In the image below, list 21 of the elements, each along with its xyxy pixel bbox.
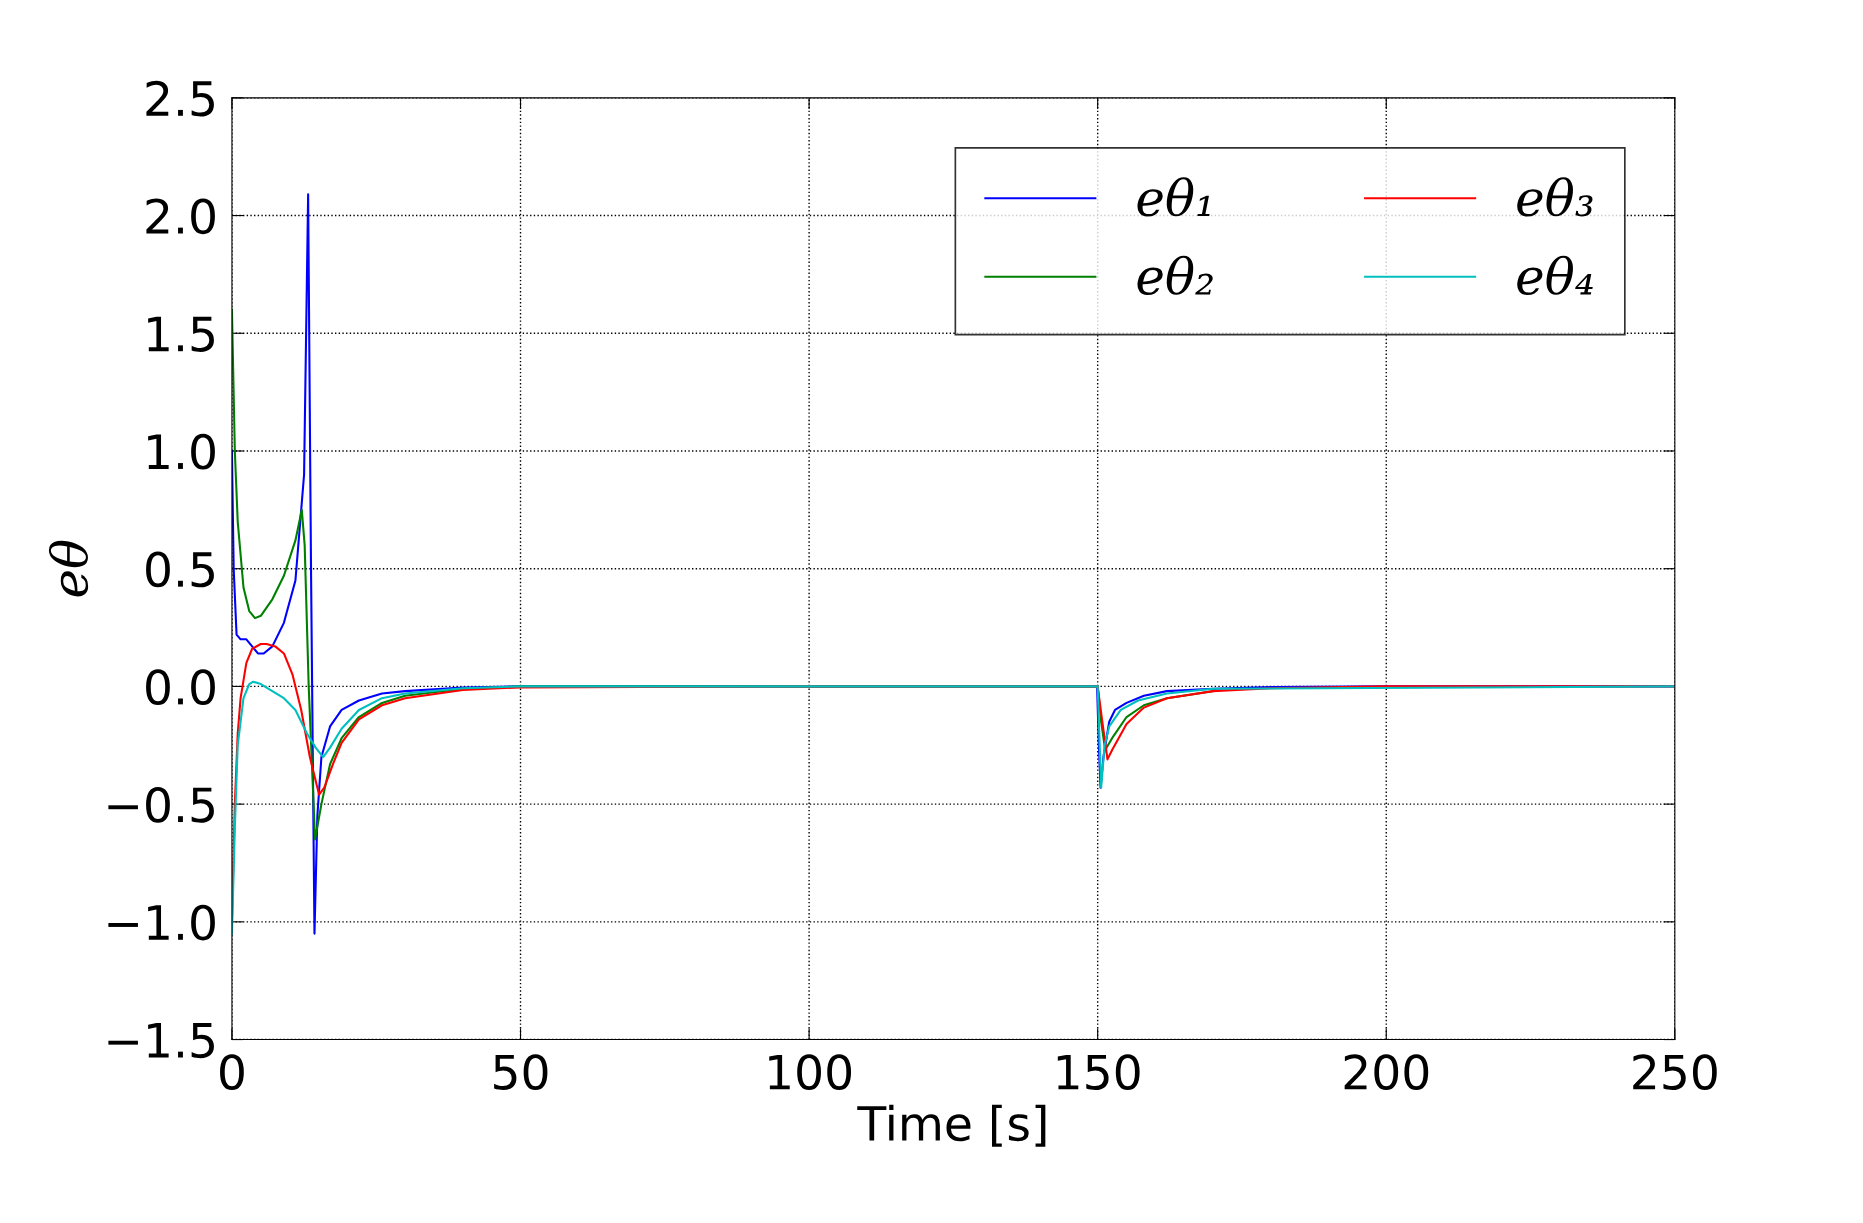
y-tick-label: −1.0 xyxy=(108,904,215,941)
x-tick-label: 250 xyxy=(1633,1054,1717,1090)
y-tick-label: 1.5 xyxy=(148,316,214,352)
y-tick-label: 0.0 xyxy=(146,669,215,706)
x-axis-title: Time [s] xyxy=(857,1104,1046,1147)
y-tick-label: 1.0 xyxy=(148,433,215,470)
x-tick-label: 100 xyxy=(769,1054,852,1090)
y-axis-title: eθ xyxy=(48,540,89,597)
y-tick-label: −1.5 xyxy=(108,1023,214,1059)
y-tick-label: 2.0 xyxy=(146,198,215,235)
y-tick-label: 2.5 xyxy=(146,80,214,117)
legend-label: eθ₁ xyxy=(1137,177,1210,217)
x-tick-label: 200 xyxy=(1344,1054,1429,1090)
x-tick-label: 0 xyxy=(220,1054,244,1090)
x-tick-label: 150 xyxy=(1057,1054,1140,1090)
x-tick-label: 50 xyxy=(494,1054,548,1090)
y-tick-label: −0.5 xyxy=(108,787,214,823)
y-tick-label: 0.5 xyxy=(146,551,214,588)
legend-label: eθ₂ xyxy=(1137,255,1213,295)
legend-label: eθ₄ xyxy=(1517,255,1593,295)
legend-label: eθ₃ xyxy=(1517,177,1593,217)
